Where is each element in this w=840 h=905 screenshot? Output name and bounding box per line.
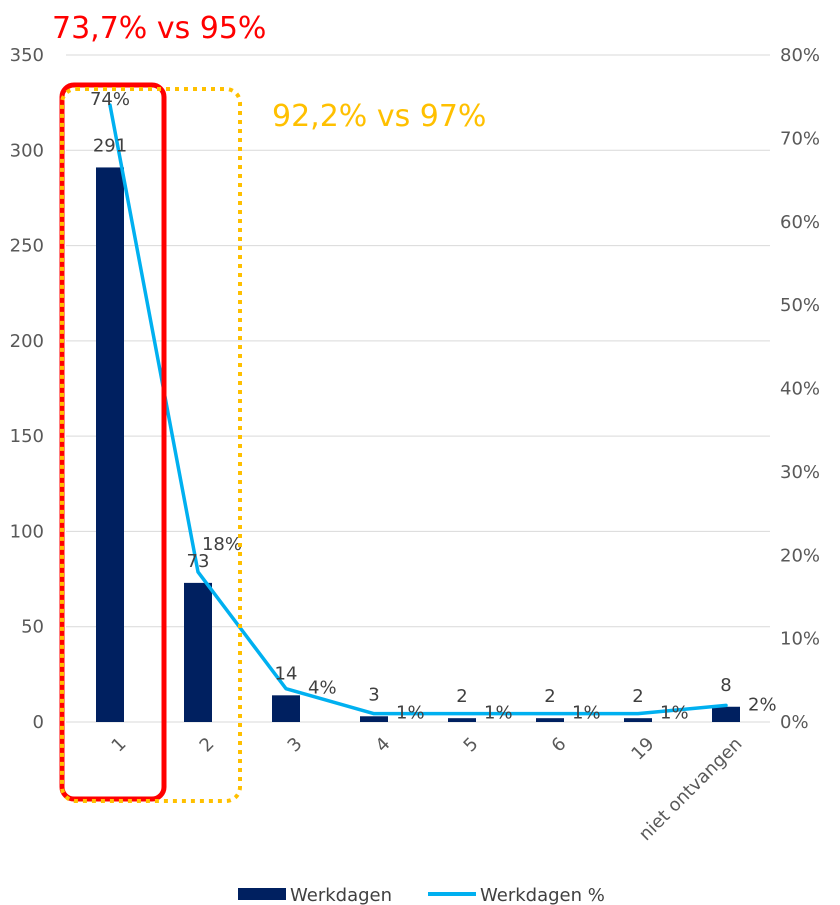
- y-right-tick-label: 10%: [780, 629, 820, 650]
- bar-value-label: 291: [93, 135, 127, 156]
- x-tick-label: 2: [196, 734, 219, 757]
- percent-label: 74%: [90, 89, 130, 110]
- line-series: [108, 103, 728, 716]
- y-right-tick-label: 20%: [780, 545, 820, 566]
- bar: [712, 706, 740, 722]
- annotation-text-yellow: 92,2% vs 97%: [272, 99, 486, 134]
- data-labels: 291 73 14 3 2 2 2 8 74% 18% 4% 1% 1% 1% 1% 2%: [90, 89, 777, 724]
- y-right-tick-label: 0%: [780, 712, 809, 733]
- annotation-box-yellow: [60, 87, 242, 803]
- y-left-tick-label: 150: [10, 426, 44, 447]
- x-tick-label: 3: [284, 734, 307, 757]
- percent-label: 2%: [748, 694, 777, 715]
- bar-value-label: 14: [275, 663, 298, 684]
- y-right-tick-label: 60%: [780, 212, 820, 233]
- bar-value-label: 73: [187, 551, 210, 572]
- bar-value-label: 2: [632, 686, 643, 707]
- annotation-text-red: 73,7% vs 95%: [52, 11, 266, 46]
- y-right-tick-label: 70%: [780, 128, 820, 149]
- line-path: [108, 103, 728, 716]
- bar: [360, 716, 388, 722]
- x-tick-label: 19: [627, 734, 658, 765]
- percent-label: 1%: [572, 703, 601, 724]
- bar: [96, 167, 124, 723]
- percent-label: 18%: [202, 534, 242, 555]
- bar: [624, 718, 652, 722]
- legend-label-bar: Werkdagen: [290, 885, 392, 905]
- gridlines: [66, 54, 770, 723]
- x-tick-label: 6: [548, 734, 571, 757]
- y-left-tick-label: 350: [10, 45, 44, 66]
- percent-label: 4%: [308, 678, 337, 699]
- percent-label: 1%: [484, 703, 513, 724]
- y-right-tick-label: 40%: [780, 379, 820, 400]
- y-right-tick-label: 50%: [780, 295, 820, 316]
- bar: [184, 582, 212, 722]
- bar-value-label: 3: [368, 684, 379, 705]
- y-left-tick-label: 50: [21, 617, 44, 638]
- x-tick-label: 1: [108, 734, 131, 757]
- percent-label: 1%: [396, 703, 425, 724]
- bar: [448, 718, 476, 722]
- axis-tick-labels: 0 50 100 150 200 250 300 350 0% 10% 20% 30% 40% 50% 60…: [10, 45, 820, 845]
- legend-label-line: Werkdagen %: [480, 885, 605, 905]
- bar-value-label: 8: [720, 675, 731, 696]
- legend: Werkdagen Werkdagen %: [238, 885, 605, 905]
- bar-value-label: 2: [456, 686, 467, 707]
- percent-label: 1%: [660, 703, 689, 724]
- bar: [536, 718, 564, 722]
- y-left-tick-label: 0: [33, 712, 44, 733]
- bar-value-label: 2: [544, 686, 555, 707]
- x-tick-label: 4: [372, 734, 395, 757]
- x-tick-label: 5: [460, 734, 483, 757]
- bar-series: [96, 167, 740, 723]
- y-left-tick-label: 100: [10, 521, 44, 542]
- y-right-tick-label: 80%: [780, 45, 820, 66]
- y-left-tick-label: 300: [10, 140, 44, 161]
- legend-swatch-bar: [238, 888, 286, 900]
- bar: [272, 695, 300, 722]
- y-left-tick-label: 200: [10, 331, 44, 352]
- y-right-tick-label: 30%: [780, 462, 820, 483]
- y-left-tick-label: 250: [10, 236, 44, 257]
- annotations: 73,7% vs 95% 92,2% vs 97%: [52, 11, 486, 803]
